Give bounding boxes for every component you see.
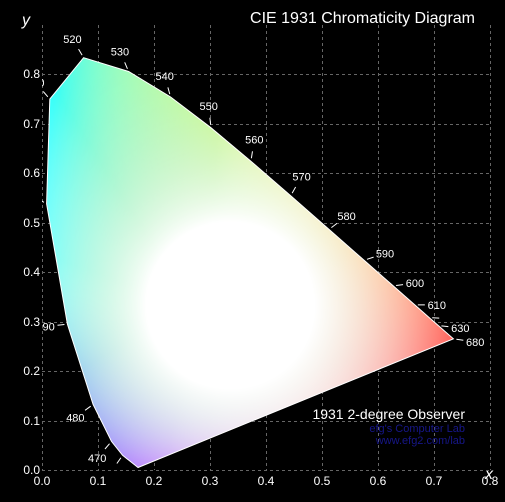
wavelength-label: 600 — [406, 278, 424, 290]
grid-line — [490, 25, 491, 470]
y-tick: 0.7 — [12, 117, 40, 131]
spectral-locus: 4204604704804905105205305405505605705805… — [42, 25, 490, 470]
wavelength-tick — [367, 257, 374, 259]
plot-area: 4204604704804905105205305405505605705805… — [42, 25, 490, 470]
wavelength-label: 590 — [376, 248, 394, 260]
wavelength-label: 520 — [63, 34, 81, 46]
wavelength-label: 470 — [88, 453, 106, 465]
wavelength-label: 570 — [292, 172, 310, 184]
watermark-line1: efg's Computer Lab — [369, 423, 465, 435]
y-tick: 0.4 — [12, 265, 40, 279]
wavelength-label: 530 — [111, 46, 129, 58]
chromaticity-diagram: CIE 1931 Chromaticity Diagram y x — [0, 0, 505, 502]
wavelength-tick — [331, 223, 337, 227]
wavelength-tick — [85, 406, 91, 410]
y-tick: 0.0 — [12, 463, 40, 477]
wavelength-label: 580 — [337, 211, 355, 223]
y-tick: 0.2 — [12, 364, 40, 378]
x-tick: 0.7 — [426, 474, 443, 488]
wavelength-tick — [105, 444, 110, 449]
wavelength-label: 560 — [245, 134, 263, 146]
y-tick: 0.3 — [12, 315, 40, 329]
wavelength-tick — [210, 118, 211, 125]
wavelength-tick — [42, 199, 44, 202]
wavelength-tick — [117, 458, 121, 464]
wavelength-tick — [79, 49, 83, 55]
wavelength-label: 630 — [451, 323, 469, 335]
wavelength-label: 540 — [155, 71, 173, 83]
wavelength-tick — [57, 324, 64, 325]
y-axis-label: y — [22, 12, 30, 30]
y-tick: 0.5 — [12, 216, 40, 230]
wavelength-label: 460 — [101, 468, 119, 470]
x-tick: 0.4 — [258, 474, 275, 488]
wavelength-label: 490 — [42, 322, 55, 334]
x-tick: 0.1 — [90, 474, 107, 488]
wavelength-label: 680 — [466, 337, 484, 349]
wavelength-tick — [456, 339, 463, 340]
wavelength-label: 550 — [200, 101, 218, 113]
wavelength-label: 510 — [42, 77, 45, 89]
wavelength-label: 480 — [66, 412, 84, 424]
x-tick: 0.3 — [202, 474, 219, 488]
y-tick: 0.6 — [12, 166, 40, 180]
wavelength-tick — [396, 285, 403, 286]
wavelength-tick — [125, 62, 128, 68]
watermark-line2: www.efg2.com/lab — [376, 435, 465, 447]
y-tick: 0.1 — [12, 414, 40, 428]
wavelength-tick — [43, 92, 48, 97]
wavelength-tick — [441, 326, 448, 327]
wavelength-label: 610 — [428, 300, 446, 312]
x-tick: 0.6 — [370, 474, 387, 488]
y-tick: 0.8 — [12, 67, 40, 81]
watermark: efg's Computer Lab www.efg2.com/lab — [369, 423, 465, 447]
grid-line — [42, 470, 490, 471]
x-tick: 0.2 — [146, 474, 163, 488]
wavelength-tick — [292, 187, 295, 193]
x-tick: 0.8 — [482, 474, 499, 488]
x-tick: 0.5 — [314, 474, 331, 488]
wavelength-tick — [251, 151, 252, 158]
wavelength-tick — [168, 87, 170, 94]
observer-label: 1931 2-degree Observer — [312, 406, 465, 422]
